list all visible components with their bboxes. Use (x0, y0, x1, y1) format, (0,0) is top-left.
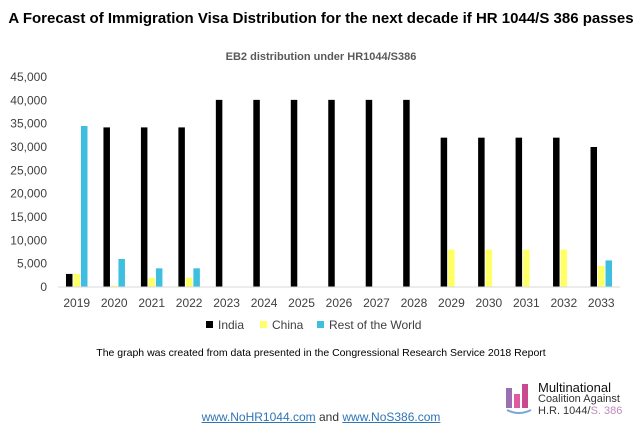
bar-rest-of-the-world-2020 (118, 259, 125, 287)
x-tick-label: 2030 (476, 296, 503, 310)
bar-rest-of-the-world-2022 (193, 268, 200, 287)
bar-china-2033 (598, 266, 605, 287)
y-axis: 0 5,000 10,000 15,000 20,000 25,000 30,000 35,0… (10, 70, 47, 294)
bar-chart: EB2 distribution under HR1044/S386 0 5,00… (10, 51, 620, 332)
logo-line-3a: H.R. 1044/ (538, 405, 591, 417)
y-tick-label: 5,000 (17, 257, 47, 271)
links-and: and (318, 410, 340, 424)
x-axis: 2019 2020 2021 2022 2023 2024 2025 2026 2027 2028… (58, 286, 620, 310)
logo-line-3: H.R. 1044/S. 386 (538, 405, 622, 417)
bar-india-2026 (328, 99, 335, 287)
legend-swatch (206, 321, 213, 328)
bar-india-2019 (65, 273, 73, 287)
bar-india-2023 (215, 99, 223, 287)
bar-china-2019 (73, 273, 80, 287)
bar-china-2032 (560, 249, 568, 287)
x-tick-label: 2032 (550, 296, 577, 310)
x-tick-label: 2021 (138, 296, 165, 310)
link-nohr1044[interactable]: www.NoHR1044.com (201, 410, 316, 424)
page-title: A Forecast of Immigration Visa Distribut… (8, 10, 634, 27)
x-tick-label: 2022 (176, 296, 203, 310)
bar-india-2030 (478, 137, 485, 287)
legend-swatch (317, 321, 324, 328)
bar-india-2020 (103, 127, 110, 288)
bars (65, 99, 613, 288)
bar-china-2022 (185, 277, 193, 287)
logo-line-2: Coalition Against (538, 393, 620, 405)
logo-mark-icon (506, 384, 532, 414)
legend-label: Rest of the World (329, 318, 421, 332)
legend-swatch (260, 321, 267, 328)
bar-rest-of-the-world-2033 (605, 260, 613, 287)
bar-china-2021 (148, 277, 155, 287)
y-tick-label: 45,000 (10, 70, 47, 84)
y-tick-label: 0 (40, 280, 47, 294)
x-tick-label: 2031 (513, 296, 540, 310)
x-tick-label: 2023 (213, 296, 240, 310)
source-note: The graph was created from data presente… (96, 347, 546, 359)
legend: India China Rest of the World (206, 318, 421, 332)
x-tick-label: 2025 (288, 296, 315, 310)
bar-india-2025 (290, 99, 298, 287)
bar-china-2020 (110, 285, 118, 287)
logo-line-3b: S. 386 (590, 405, 623, 417)
footer-links: www.NoHR1044.com and www.NoS386.com (0, 410, 642, 424)
x-tick-label: 2033 (588, 296, 615, 310)
bar-rest-of-the-world-2021 (155, 268, 163, 287)
y-tick-label: 20,000 (10, 187, 47, 201)
legend-label: China (272, 318, 304, 332)
bar-india-2028 (403, 99, 410, 287)
bar-india-2027 (365, 99, 373, 287)
bar-india-2032 (553, 137, 560, 287)
coalition-logo: Multinational Coalition Against H.R. 104… (500, 380, 640, 420)
bar-india-2033 (590, 147, 598, 287)
chart-title: EB2 distribution under HR1044/S386 (226, 51, 417, 63)
y-tick-label: 25,000 (10, 163, 47, 177)
y-tick-label: 30,000 (10, 140, 47, 154)
x-tick-label: 2027 (363, 296, 390, 310)
x-tick-label: 2026 (326, 296, 353, 310)
bar-india-2024 (253, 99, 260, 287)
logo-line-1: Multinational (538, 380, 611, 395)
x-tick-label: 2024 (251, 296, 278, 310)
legend-label: India (218, 318, 244, 332)
y-tick-label: 10,000 (10, 233, 47, 247)
bar-india-2021 (140, 127, 148, 288)
x-tick-label: 2020 (101, 296, 128, 310)
y-tick-label: 35,000 (10, 117, 47, 131)
bar-china-2031 (523, 249, 530, 287)
bar-india-2022 (178, 127, 185, 288)
y-tick-label: 15,000 (10, 210, 47, 224)
x-tick-label: 2029 (438, 296, 465, 310)
bar-china-2030 (485, 249, 493, 287)
x-tick-label: 2028 (401, 296, 428, 310)
link-nos386[interactable]: www.NoS386.com (342, 410, 441, 424)
bar-rest-of-the-world-2019 (80, 126, 88, 287)
bar-china-2029 (448, 249, 455, 287)
bar-india-2031 (515, 137, 523, 287)
x-tick-label: 2019 (63, 296, 90, 310)
bar-india-2029 (440, 137, 448, 287)
y-tick-label: 40,000 (10, 93, 47, 107)
